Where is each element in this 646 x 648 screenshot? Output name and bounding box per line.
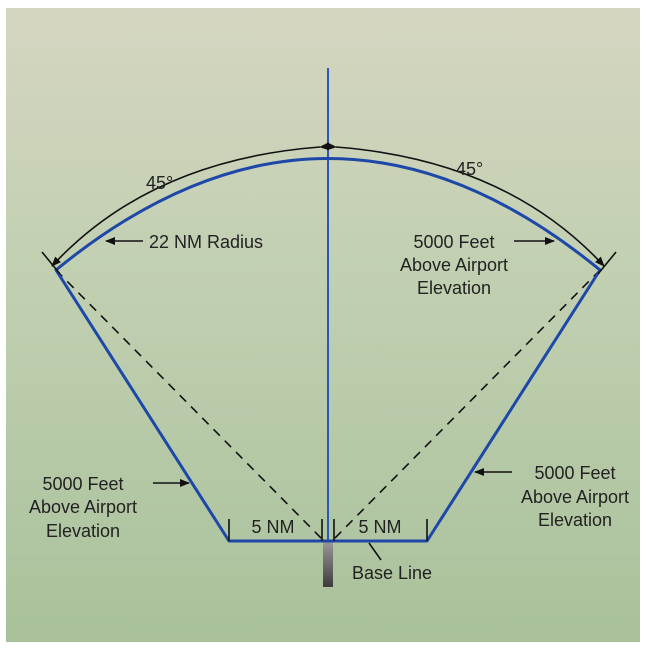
arc-end-tick-right bbox=[597, 251, 617, 275]
angle-label-left: 45° bbox=[146, 173, 173, 193]
elev-top-right-line-3: Elevation bbox=[417, 278, 491, 298]
diagram-background bbox=[6, 8, 640, 642]
elev-right-line-2: Above Airport bbox=[521, 487, 629, 507]
angle-arrow-right bbox=[326, 142, 605, 267]
runway-post bbox=[323, 541, 333, 587]
radius-label: 22 NM Radius bbox=[149, 232, 263, 252]
nm-label-right: 5 NM bbox=[358, 517, 401, 537]
base-line-pointer bbox=[368, 542, 382, 561]
elev-top-right-line-2: Above Airport bbox=[400, 255, 508, 275]
elev-left-line-2: Above Airport bbox=[29, 497, 137, 517]
angle-arrow-left bbox=[51, 142, 330, 267]
elev-left-line-1: 5000 Feet bbox=[42, 474, 123, 494]
elev-right-line-3: Elevation bbox=[538, 510, 612, 530]
angle-label-right: 45° bbox=[456, 159, 483, 179]
elev-top-right-line-1: 5000 Feet bbox=[413, 232, 494, 252]
elev-right-line-1: 5000 Feet bbox=[534, 463, 615, 483]
base-line-label: Base Line bbox=[352, 563, 432, 583]
nm-label-left: 5 NM bbox=[251, 517, 294, 537]
arc-end-tick-left bbox=[41, 251, 61, 275]
elev-left-line-3: Elevation bbox=[46, 521, 120, 541]
